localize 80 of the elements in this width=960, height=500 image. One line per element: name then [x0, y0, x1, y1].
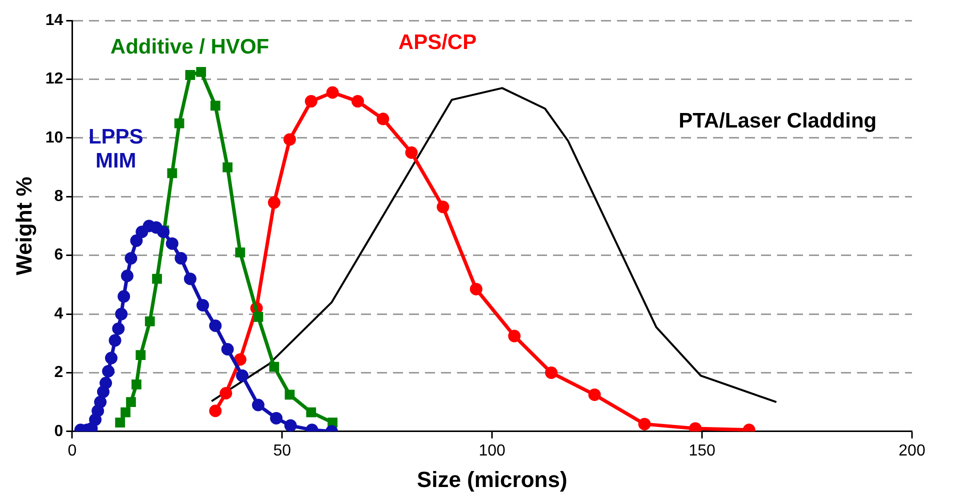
point	[236, 369, 249, 382]
point	[222, 162, 232, 172]
point	[284, 419, 297, 432]
point	[166, 237, 178, 250]
point	[108, 334, 122, 347]
y-axis-title: Weight %	[11, 176, 36, 276]
point	[209, 404, 222, 418]
point	[270, 412, 283, 424]
point	[269, 362, 280, 372]
point	[132, 380, 142, 390]
point	[306, 407, 316, 418]
point	[97, 386, 110, 398]
point	[136, 226, 148, 238]
point	[136, 350, 146, 360]
text: LPPS MIM	[88, 126, 144, 173]
y-tick-label: 2	[54, 364, 64, 382]
point	[112, 322, 125, 335]
point	[252, 398, 264, 412]
point	[235, 247, 246, 258]
point	[220, 387, 232, 400]
y-tick-label: 4	[54, 305, 64, 322]
point	[196, 67, 206, 77]
point	[89, 413, 102, 426]
point	[184, 272, 196, 286]
point	[405, 146, 418, 159]
point	[115, 418, 125, 428]
point	[174, 252, 188, 265]
y-tick-label: 14	[45, 12, 64, 30]
point	[105, 352, 118, 364]
point	[210, 100, 220, 111]
point	[268, 196, 280, 209]
point	[144, 316, 155, 326]
point	[185, 70, 196, 80]
y-tick-label: 0	[54, 422, 64, 440]
x-tick-label: 50	[273, 442, 292, 460]
y-tick-label: 12	[45, 70, 64, 88]
point	[115, 308, 128, 320]
point	[326, 86, 339, 99]
point	[284, 390, 295, 400]
point	[126, 397, 136, 407]
text: PTA/Laser Cladding	[678, 109, 877, 132]
text: APS/CP	[398, 31, 477, 54]
point	[167, 168, 178, 178]
y-tick-label: 10	[45, 129, 64, 146]
point	[638, 418, 651, 430]
x-tick-label: 200	[898, 442, 926, 460]
point	[283, 133, 296, 146]
point	[304, 95, 318, 108]
point	[100, 376, 112, 390]
point	[253, 312, 264, 322]
x-tick-label: 100	[478, 442, 506, 460]
point	[351, 95, 364, 108]
point	[588, 388, 601, 401]
y-tick-label: 6	[54, 246, 64, 264]
x-tick-label: 0	[68, 442, 77, 460]
point	[545, 366, 558, 379]
point	[120, 407, 130, 418]
point	[124, 252, 138, 265]
point	[328, 418, 338, 428]
x-axis-title: Size (microns)	[416, 466, 568, 492]
x-tick-label: 150	[688, 442, 716, 460]
y-tick-label: 8	[54, 188, 64, 206]
point	[102, 364, 115, 378]
point	[120, 270, 134, 282]
point	[130, 234, 143, 247]
point	[508, 330, 521, 342]
point	[157, 226, 170, 238]
point	[118, 290, 130, 303]
point	[209, 320, 222, 332]
point	[152, 274, 162, 284]
point	[376, 112, 390, 126]
point	[196, 298, 210, 312]
point	[221, 342, 234, 356]
point	[436, 200, 450, 214]
point	[470, 282, 482, 296]
point	[94, 396, 107, 408]
point	[92, 404, 104, 418]
point	[174, 118, 184, 128]
series-label: Additive / HVOF	[110, 35, 270, 58]
point	[234, 353, 246, 366]
